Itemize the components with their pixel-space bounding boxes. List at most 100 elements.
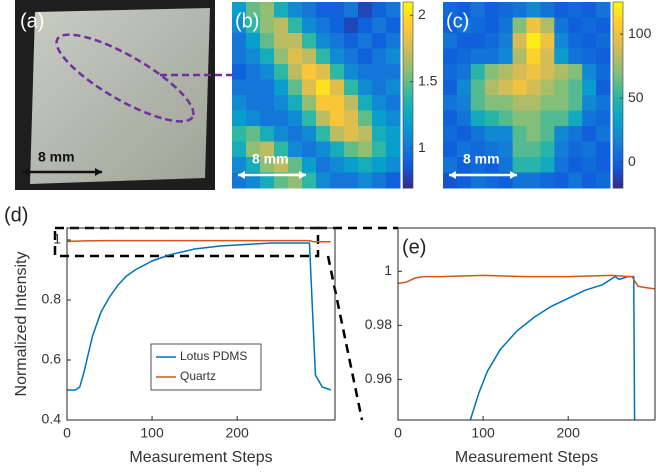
heatmap-cell xyxy=(498,157,514,173)
heatmap-cell xyxy=(484,95,500,111)
heatmap-cell xyxy=(554,17,569,34)
heatmap-cell xyxy=(302,33,317,49)
photo-panel: (a) 8 mm xyxy=(15,0,323,190)
heatmap-cell xyxy=(260,110,275,127)
heatmap-cell xyxy=(302,110,317,127)
colorbar-segment xyxy=(403,62,413,68)
heatmap-cell xyxy=(512,157,527,173)
heatmap-cell xyxy=(358,2,373,18)
heatmap-cell xyxy=(232,157,247,173)
heatmap-cell xyxy=(443,2,458,18)
heatmap-cell xyxy=(316,2,331,18)
axes-frame xyxy=(397,227,656,421)
heatmap-cell xyxy=(330,95,345,111)
heatmap-cell xyxy=(443,141,458,158)
heatmap-cell xyxy=(260,33,275,49)
colorbar-segment xyxy=(403,34,413,40)
colorbar-frame xyxy=(402,1,414,189)
series-line xyxy=(398,274,655,290)
heatmap-cell xyxy=(232,141,247,158)
colorbar-segment xyxy=(403,43,413,49)
heatmap-cell xyxy=(540,126,555,142)
heatmap-cell xyxy=(288,110,303,127)
heatmap-cell xyxy=(246,157,261,173)
sample xyxy=(30,8,210,184)
heatmap-cell xyxy=(582,95,597,111)
colorbar-segment xyxy=(403,169,413,175)
heatmap-cell xyxy=(596,95,611,111)
heatmap-cell xyxy=(246,95,261,111)
colorbar-segment xyxy=(613,57,623,63)
heatmap-cell xyxy=(512,126,527,142)
heatmap-cell xyxy=(568,110,583,127)
heatmap-cell xyxy=(526,141,541,158)
heatmap-cell xyxy=(498,79,514,96)
heatmap-cell xyxy=(330,157,345,173)
colorbar-segment xyxy=(403,183,413,189)
heatmap-cell xyxy=(470,48,486,65)
heatmap-cell xyxy=(484,141,500,158)
colorbar-segment xyxy=(613,25,623,31)
heatmap-cell xyxy=(330,141,345,158)
heatmap-cell xyxy=(358,17,373,34)
zoom-line xyxy=(326,255,364,421)
heatmap-cell xyxy=(372,48,387,65)
y-tick-label: 0.8 xyxy=(42,291,62,307)
colorbar-segment xyxy=(403,136,413,142)
colorbar-segment xyxy=(403,11,413,17)
legend-label: Quartz xyxy=(180,369,216,383)
heatmap-cell xyxy=(344,64,359,80)
heatmap-cell xyxy=(316,17,331,34)
colorbar-segment xyxy=(403,160,413,166)
colorbar-segment xyxy=(403,155,413,161)
heatmap-cell xyxy=(498,126,514,142)
y-tick-label: 1 xyxy=(53,231,61,247)
heatmap-cell xyxy=(568,95,583,111)
heatmap-cell xyxy=(554,48,569,65)
heatmap-cell xyxy=(484,33,500,49)
heatmap-cell xyxy=(568,33,583,49)
heatmap-cell xyxy=(288,48,303,65)
heatmap-cell xyxy=(316,64,331,80)
heatmap-cell xyxy=(274,33,289,49)
scale-arrowheads xyxy=(238,171,306,179)
heatmap-cell xyxy=(526,95,541,111)
panel-label: (e) xyxy=(402,236,426,258)
colorbar-segment xyxy=(613,71,623,77)
heatmap-cell xyxy=(568,157,583,173)
heatmap-cell xyxy=(330,48,345,65)
heatmap-cell xyxy=(232,17,247,34)
heatmap-cell xyxy=(288,33,303,49)
heatmap-cell xyxy=(540,48,555,65)
heatmap-cell xyxy=(344,17,359,34)
colorbar-segment xyxy=(613,95,623,101)
heatmap-cell xyxy=(302,64,317,80)
heatmap-cell xyxy=(232,126,247,142)
heatmap-cell xyxy=(498,64,514,80)
heatmap-cell xyxy=(596,141,611,158)
heatmap-cell xyxy=(274,95,289,111)
colorbar-segment xyxy=(403,95,413,101)
colorbar-segment xyxy=(613,155,623,161)
heatmap-cell xyxy=(540,141,555,158)
heatmap-cell xyxy=(232,79,247,96)
y-tick-label: 0.4 xyxy=(42,411,62,427)
heatmap-cell xyxy=(246,79,261,96)
colorbar-segment xyxy=(613,122,623,129)
heatmap-cell xyxy=(596,64,611,80)
heatmap-cell xyxy=(330,2,345,18)
heatmap-cell xyxy=(372,95,387,111)
heatmap-cell xyxy=(358,126,373,142)
heatmap-cell xyxy=(470,64,486,80)
colorbar-segment xyxy=(613,6,623,12)
heatmap-cell xyxy=(232,33,247,49)
heatmap-cell xyxy=(456,64,472,80)
heatmap-cell xyxy=(372,17,387,34)
heatmap-cell xyxy=(260,126,275,142)
colorbar-segment xyxy=(613,104,623,110)
heatmap-cell xyxy=(358,33,373,49)
heatmap-cell xyxy=(512,110,527,127)
heatmap-cell xyxy=(456,110,472,127)
heatmap-cell xyxy=(443,110,458,127)
